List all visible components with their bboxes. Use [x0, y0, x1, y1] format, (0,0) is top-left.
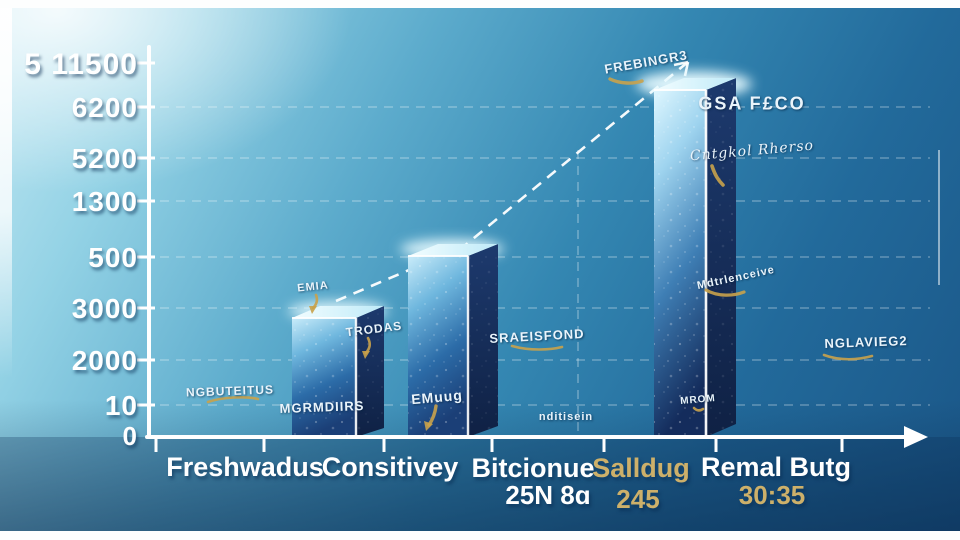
- x-label-salldug: Salldug: [592, 453, 690, 483]
- x-sublabel-1: 25N 8ɑ: [505, 480, 591, 510]
- y-tick-label: 500: [88, 242, 138, 273]
- annotation-label: nditisein: [538, 411, 594, 423]
- x-axis-arrow: [904, 426, 928, 448]
- gold-arrowheads: [309, 306, 433, 431]
- top-white-strip: [0, 0, 960, 8]
- y-tick-label: 2000: [71, 345, 138, 376]
- annotation-label: MGRMDIIRS: [279, 398, 365, 416]
- y-tick-label: 5200: [71, 143, 138, 174]
- y-tick-label: 5 11500: [24, 48, 138, 81]
- x-label-bitcionue: Bitcionue: [471, 453, 595, 483]
- annotation-label: GSA F£CO: [698, 93, 806, 114]
- bottom-shade: [0, 437, 960, 532]
- y-axis: [147, 45, 151, 439]
- bar: [288, 301, 388, 437]
- bottom-white-strip: [0, 531, 960, 540]
- x-axis-ticks: [154, 437, 844, 452]
- y-tick-label: 1300: [71, 186, 138, 217]
- bar: [400, 239, 504, 437]
- x-label-remal-butg: Remal Butg: [700, 452, 852, 482]
- bar: [636, 71, 752, 437]
- axes: [137, 45, 928, 452]
- y-tick-label: 10: [104, 390, 138, 421]
- y-tick-label: 6200: [71, 92, 138, 123]
- x-sublabel-3: 30:35: [738, 480, 806, 510]
- x-sublabel-2: 245: [616, 484, 660, 514]
- annotation-label: NGLAVIEG2: [824, 333, 908, 351]
- y-tick-label: 3000: [71, 293, 138, 324]
- x-label-consitivey: Consitivey: [321, 452, 459, 482]
- horizontal-gridlines: [160, 106, 930, 406]
- y-axis-ticks: [137, 61, 155, 407]
- x-label-freshwadus: Freshwadus: [166, 452, 324, 482]
- x-axis: [145, 435, 907, 439]
- y-tick-label: 0: [122, 421, 138, 451]
- left-white-fade: [0, 8, 12, 378]
- trend-line: [335, 60, 690, 303]
